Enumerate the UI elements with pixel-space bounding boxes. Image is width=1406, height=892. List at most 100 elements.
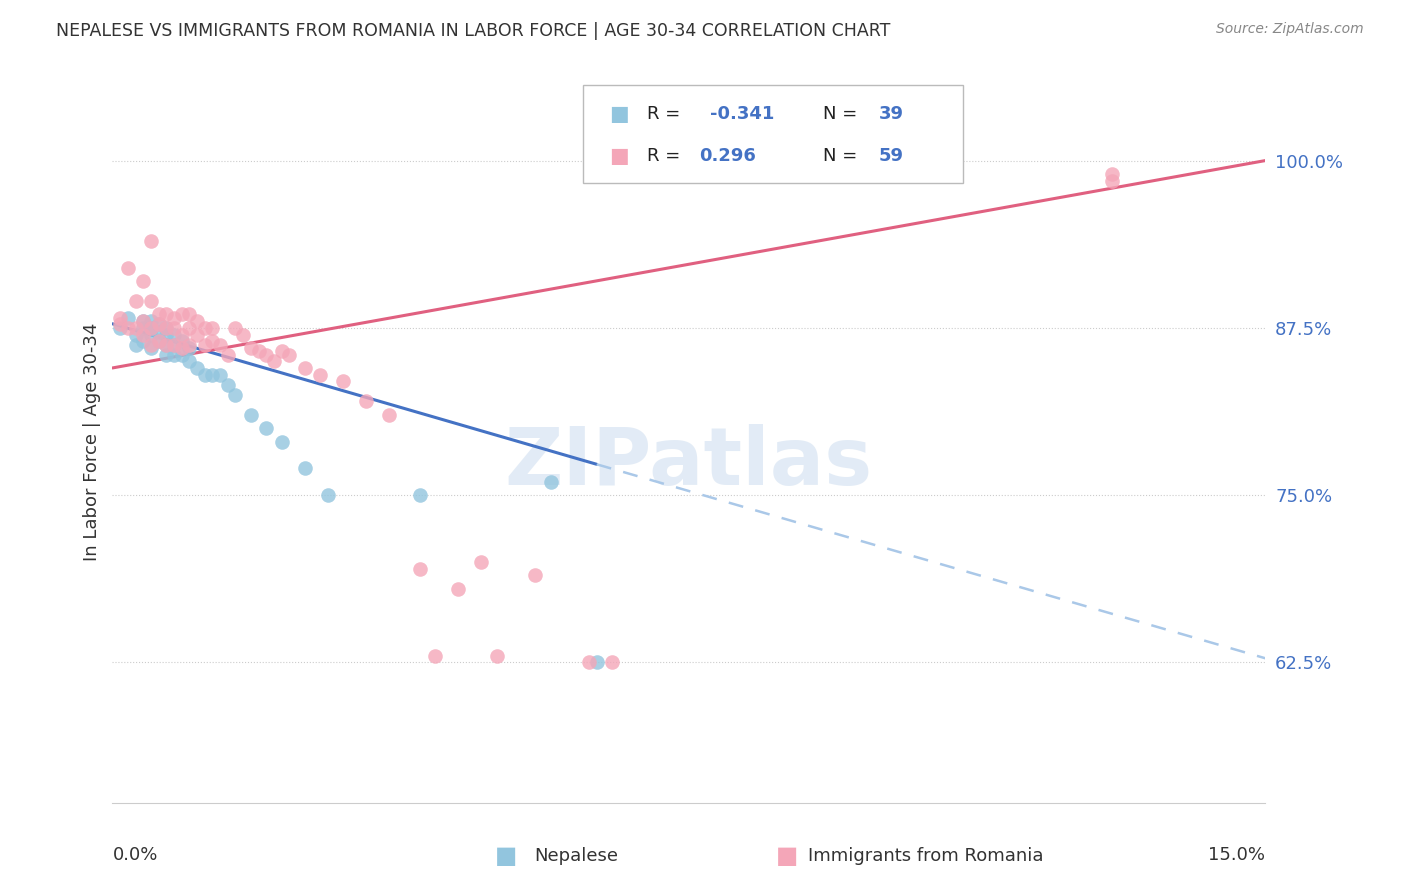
Point xyxy=(148,334,170,349)
Point xyxy=(155,321,177,335)
Point xyxy=(155,338,177,352)
Point xyxy=(578,656,600,670)
Point xyxy=(170,348,193,362)
Point xyxy=(600,656,623,670)
Point xyxy=(447,582,470,596)
Point xyxy=(194,321,217,335)
Point xyxy=(179,338,201,352)
Point xyxy=(139,327,162,342)
Point xyxy=(132,274,155,288)
Point xyxy=(294,361,316,376)
Text: 0.296: 0.296 xyxy=(699,147,755,165)
Point xyxy=(239,341,262,355)
Point xyxy=(170,327,193,342)
Point xyxy=(132,321,155,335)
Text: N =: N = xyxy=(823,147,856,165)
Point xyxy=(108,317,131,331)
Point xyxy=(132,314,155,328)
Point xyxy=(139,294,162,309)
Point xyxy=(209,368,232,382)
Point xyxy=(232,327,254,342)
Point xyxy=(179,354,201,368)
Point xyxy=(170,307,193,322)
Point xyxy=(124,327,146,342)
Point xyxy=(132,314,155,328)
Point xyxy=(108,311,131,326)
Point xyxy=(1101,167,1123,181)
Text: ■: ■ xyxy=(495,845,517,868)
Point xyxy=(470,555,492,569)
Point xyxy=(309,368,332,382)
Point xyxy=(124,321,146,335)
Text: R =: R = xyxy=(647,147,681,165)
Point xyxy=(294,461,316,475)
Point xyxy=(179,307,201,322)
Point xyxy=(108,321,131,335)
Point xyxy=(148,317,170,331)
Point xyxy=(186,361,208,376)
Point xyxy=(540,475,562,489)
Point xyxy=(270,434,292,449)
Point xyxy=(209,338,232,352)
Point xyxy=(194,338,217,352)
Point xyxy=(179,321,201,335)
Point xyxy=(163,338,186,352)
Point xyxy=(263,354,285,368)
Point xyxy=(332,375,354,389)
Point xyxy=(217,348,239,362)
Point xyxy=(117,260,139,275)
Text: ZIPatlas: ZIPatlas xyxy=(505,425,873,502)
Text: ■: ■ xyxy=(609,146,628,166)
Point xyxy=(224,388,246,402)
Text: R =: R = xyxy=(647,105,681,123)
Text: N =: N = xyxy=(823,105,856,123)
Point xyxy=(163,321,186,335)
Point xyxy=(316,488,339,502)
Point xyxy=(148,325,170,339)
Point xyxy=(409,562,432,576)
Text: 59: 59 xyxy=(879,147,904,165)
Point xyxy=(139,321,162,335)
Point xyxy=(186,327,208,342)
Y-axis label: In Labor Force | Age 30-34: In Labor Force | Age 30-34 xyxy=(83,322,101,561)
Point xyxy=(186,314,208,328)
Point xyxy=(163,348,186,362)
Point xyxy=(155,327,177,342)
Point xyxy=(139,338,162,352)
Point xyxy=(163,338,186,352)
Point xyxy=(354,394,377,409)
Point xyxy=(170,341,193,355)
Point xyxy=(278,348,301,362)
Point xyxy=(139,321,162,335)
Point xyxy=(148,317,170,331)
Point xyxy=(132,334,155,349)
Point xyxy=(124,338,146,352)
Point xyxy=(132,327,155,342)
Point xyxy=(139,341,162,355)
Point xyxy=(170,334,193,349)
Point xyxy=(247,343,270,358)
Point xyxy=(148,334,170,349)
Point xyxy=(224,321,246,335)
Point xyxy=(585,656,607,670)
Point xyxy=(254,421,277,435)
Point xyxy=(117,321,139,335)
Point xyxy=(201,368,224,382)
Point xyxy=(155,307,177,322)
Point xyxy=(409,488,432,502)
Point xyxy=(139,234,162,248)
Point xyxy=(124,294,146,309)
Text: 15.0%: 15.0% xyxy=(1208,847,1265,864)
Text: Source: ZipAtlas.com: Source: ZipAtlas.com xyxy=(1216,22,1364,37)
Point xyxy=(378,408,401,422)
Text: Nepalese: Nepalese xyxy=(534,847,619,865)
Point xyxy=(201,321,224,335)
Text: 39: 39 xyxy=(879,105,904,123)
Text: 0.0%: 0.0% xyxy=(112,847,157,864)
Point xyxy=(1101,174,1123,188)
Point xyxy=(254,348,277,362)
Point xyxy=(524,568,547,582)
Point xyxy=(148,307,170,322)
Point xyxy=(179,341,201,355)
Point xyxy=(139,314,162,328)
